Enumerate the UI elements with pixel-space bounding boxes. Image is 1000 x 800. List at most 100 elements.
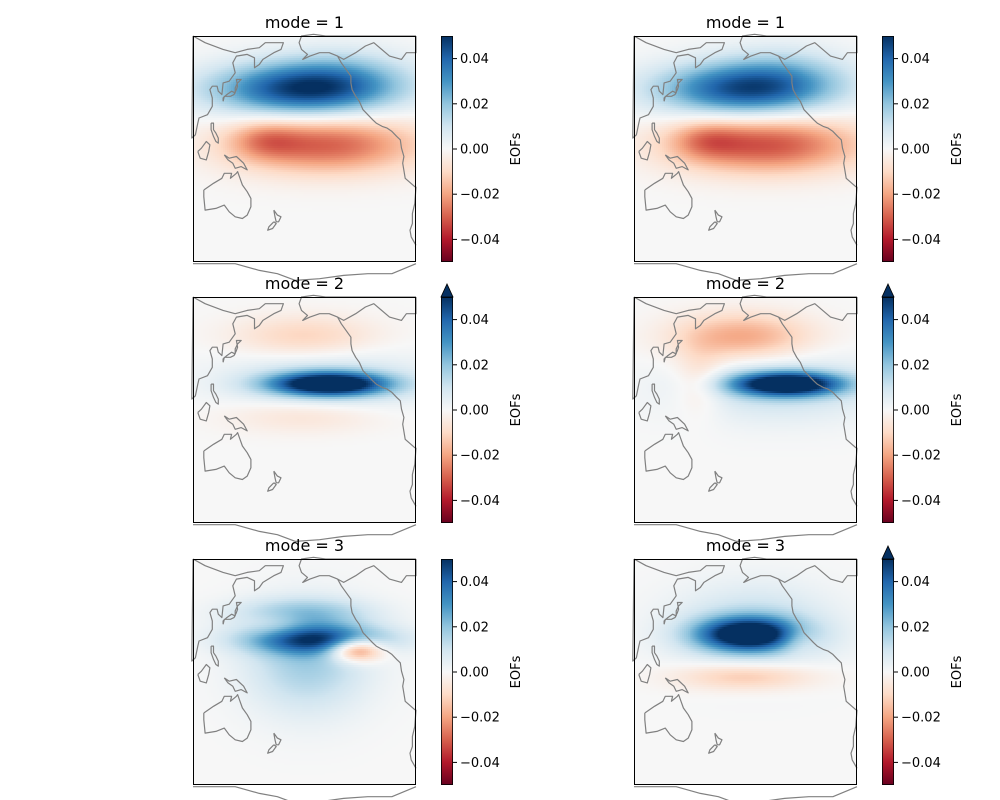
- coastline-asia: [632, 35, 725, 139]
- coastline-australia: [644, 171, 693, 220]
- coastlines: [632, 294, 858, 542]
- colorbar-tick-label: 0.02: [460, 620, 489, 635]
- coastline-namerica: [739, 294, 858, 321]
- heatmap-field: [634, 559, 857, 785]
- coastline-antarctica: [193, 786, 417, 800]
- coastline-australia: [203, 694, 252, 743]
- colorbar-extend-arrow: [881, 545, 895, 560]
- colorbar-tick-label: −0.04: [901, 756, 941, 771]
- coastline-safrica: [409, 709, 417, 769]
- coastline-nz_s: [708, 482, 718, 492]
- colorbar: 0.04 0.02 0.00 −0.02 −0.04 EOFs: [441, 36, 524, 262]
- coastline-japan: [222, 601, 242, 625]
- coastline-safrica: [409, 447, 417, 507]
- coastline-japan: [663, 601, 683, 625]
- colorbar-tick-label: −0.04: [460, 233, 500, 248]
- coastline-newguinea: [223, 677, 248, 694]
- coastline-asia: [191, 35, 284, 139]
- coastline-namerica: [739, 33, 858, 60]
- colorbar-tick-label: 0.00: [901, 143, 930, 158]
- map-frame: [193, 297, 416, 523]
- coastline-japan: [663, 78, 683, 102]
- coastline-newguinea: [664, 154, 689, 171]
- heatmap-field: [634, 36, 857, 262]
- colorbar-frame: [882, 36, 894, 262]
- coastline-newguinea: [223, 154, 248, 171]
- coastline-australia: [203, 171, 252, 220]
- coastline-asia: [191, 558, 284, 662]
- coastlines: [632, 556, 858, 800]
- colorbar-gradient: [441, 297, 453, 523]
- colorbar-gradient: [882, 559, 894, 785]
- coastline-nz_n: [273, 209, 282, 223]
- colorbar-tick-label: 0.00: [460, 143, 489, 158]
- coastline-namerica: [298, 33, 417, 60]
- eof-panel: mode = 3 0.04 0.02 0.00 −0.02 −0.04 EOFs: [191, 536, 524, 800]
- colorbar-frame: [882, 297, 894, 523]
- coastline-asia: [191, 296, 284, 400]
- colorbar-gradient: [882, 297, 894, 523]
- colorbar-tick-label: 0.04: [901, 313, 930, 328]
- map-frame: [634, 559, 857, 785]
- coastline-japan: [222, 339, 242, 363]
- colorbar-tick-label: 0.00: [460, 404, 489, 419]
- map-frame: [193, 36, 416, 262]
- eof-panel: mode = 2 0.04 0.02 0.00 −0.02 −0.04 EOFs: [191, 274, 524, 542]
- colorbar-tick-label: 0.02: [901, 358, 930, 373]
- coastline-safrica: [850, 709, 858, 769]
- colorbar-frame: [441, 36, 453, 262]
- colorbar-tick-label: −0.02: [460, 188, 500, 203]
- heatmap-field: [193, 559, 416, 785]
- colorbar-label: EOFs: [950, 655, 965, 688]
- colorbar-tick-label: −0.02: [460, 449, 500, 464]
- colorbar-label: EOFs: [950, 393, 965, 426]
- colorbar-tick-label: 0.00: [901, 404, 930, 419]
- colorbar-gradient: [441, 36, 453, 262]
- colorbar: 0.04 0.02 0.00 −0.02 −0.04 EOFs: [440, 283, 524, 523]
- panel-title: mode = 2: [265, 274, 344, 293]
- coastline-nz_s: [708, 221, 718, 231]
- coastline-newguinea: [664, 415, 689, 432]
- coastline-westcoast: [337, 578, 416, 711]
- coastline-borneo: [638, 663, 652, 684]
- colorbar-frame: [441, 297, 453, 523]
- coastline-borneo: [197, 401, 211, 422]
- coastlines: [632, 33, 858, 281]
- coastline-borneo: [197, 140, 211, 161]
- eof-panel: mode = 1 0.04 0.02 0.00 −0.02 −0.04 EOFs: [632, 13, 965, 281]
- coastline-westcoast: [778, 55, 857, 188]
- colorbar-gradient: [882, 36, 894, 262]
- colorbar-tick-label: −0.02: [901, 188, 941, 203]
- colorbar-tick-label: −0.04: [901, 233, 941, 248]
- coastline-philippines: [651, 645, 660, 667]
- coastline-antarctica: [193, 263, 417, 281]
- colorbar-tick-label: 0.04: [460, 575, 489, 590]
- colorbar-gradient: [441, 559, 453, 785]
- coastline-nz_s: [708, 744, 718, 754]
- heatmap-field: [193, 36, 416, 262]
- coastline-australia: [203, 432, 252, 481]
- coastline-australia: [644, 694, 693, 743]
- coastline-safrica: [850, 447, 858, 507]
- coastline-nz_n: [714, 470, 723, 484]
- colorbar: 0.04 0.02 0.00 −0.02 −0.04 EOFs: [441, 559, 524, 785]
- coastline-westcoast: [337, 316, 416, 449]
- panel-title: mode = 3: [706, 536, 785, 555]
- coastline-westcoast: [778, 578, 857, 711]
- panel-title: mode = 1: [706, 13, 785, 32]
- colorbar-tick-label: −0.02: [460, 711, 500, 726]
- colorbar-tick-label: 0.04: [460, 313, 489, 328]
- coastline-nz_s: [267, 221, 277, 231]
- coastline-nz_n: [714, 732, 723, 746]
- colorbar-tick-label: 0.04: [901, 575, 930, 590]
- colorbar-frame: [882, 559, 894, 785]
- colorbar-extend-arrow: [881, 283, 895, 298]
- map-frame: [634, 36, 857, 262]
- coastline-westcoast: [778, 316, 857, 449]
- coastline-antarctica: [193, 524, 417, 542]
- colorbar-tick-label: 0.04: [460, 52, 489, 67]
- coastline-antarctica: [634, 263, 858, 281]
- coastline-nz_n: [273, 732, 282, 746]
- colorbar-frame: [441, 559, 453, 785]
- coastline-namerica: [298, 556, 417, 583]
